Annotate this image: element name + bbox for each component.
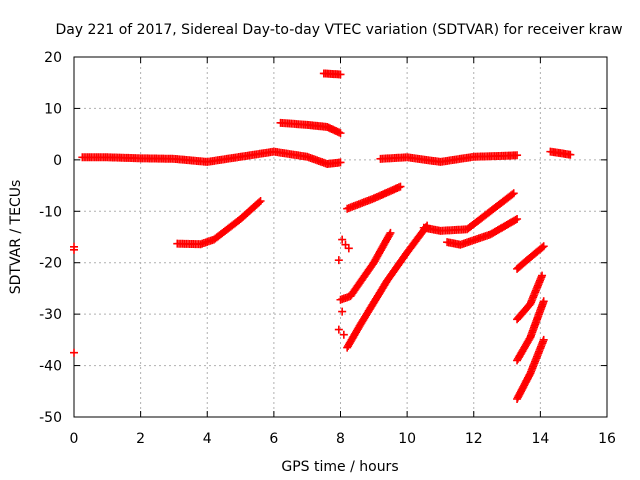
data-point bbox=[385, 230, 394, 239]
data-point bbox=[336, 158, 345, 167]
data-point bbox=[509, 189, 518, 198]
data-point bbox=[539, 335, 548, 344]
y-tick-label: 20 bbox=[44, 50, 62, 66]
data-point bbox=[336, 129, 345, 138]
x-tick-label: 12 bbox=[465, 431, 483, 447]
x-tick-label: 16 bbox=[598, 431, 616, 447]
x-tick-label: 4 bbox=[203, 431, 212, 447]
data-point bbox=[336, 70, 345, 79]
y-axis-label: SDTVAR / TECUs bbox=[8, 180, 24, 295]
data-point bbox=[334, 256, 343, 265]
x-tick-label: 8 bbox=[336, 431, 345, 447]
data-point bbox=[538, 243, 547, 252]
y-tick-label: -20 bbox=[39, 256, 62, 272]
y-tick-label: -40 bbox=[39, 359, 62, 375]
data-point bbox=[344, 244, 353, 253]
chart-title: Day 221 of 2017, Sidereal Day-to-day VTE… bbox=[55, 22, 622, 38]
data-point bbox=[538, 271, 547, 280]
data-point bbox=[386, 228, 395, 237]
data-point bbox=[338, 307, 347, 316]
data-point bbox=[339, 330, 348, 339]
data-point bbox=[396, 182, 405, 191]
data-point bbox=[508, 190, 517, 199]
data-point bbox=[255, 198, 264, 207]
data-point bbox=[539, 297, 548, 306]
data-point bbox=[256, 197, 265, 205]
x-tick-label: 0 bbox=[70, 431, 79, 447]
y-tick-label: -30 bbox=[39, 307, 62, 323]
x-tick-label: 6 bbox=[269, 431, 278, 447]
y-tick-label: 10 bbox=[44, 101, 62, 117]
data-point bbox=[511, 215, 520, 224]
x-axis-label: GPS time / hours bbox=[281, 459, 398, 475]
y-tick-label: -50 bbox=[39, 410, 62, 426]
data-point bbox=[70, 245, 78, 254]
data-point bbox=[70, 348, 78, 357]
x-tick-label: 2 bbox=[136, 431, 145, 447]
axis-ticks: 0 2 4 6 8 10 12 14 16 20 10 0 -10 -20 -30 -40 -50 bbox=[39, 50, 616, 447]
data-point bbox=[566, 150, 575, 159]
data-marks bbox=[70, 69, 575, 403]
gridlines bbox=[74, 57, 607, 417]
y-tick-label: -10 bbox=[39, 204, 62, 220]
data-point bbox=[334, 325, 343, 334]
x-tick-label: 10 bbox=[398, 431, 416, 447]
data-point bbox=[539, 242, 548, 251]
data-point bbox=[513, 215, 522, 223]
data-point bbox=[338, 235, 347, 244]
data-point bbox=[513, 151, 522, 160]
x-tick-label: 14 bbox=[531, 431, 549, 447]
y-tick-label: 0 bbox=[53, 153, 62, 169]
